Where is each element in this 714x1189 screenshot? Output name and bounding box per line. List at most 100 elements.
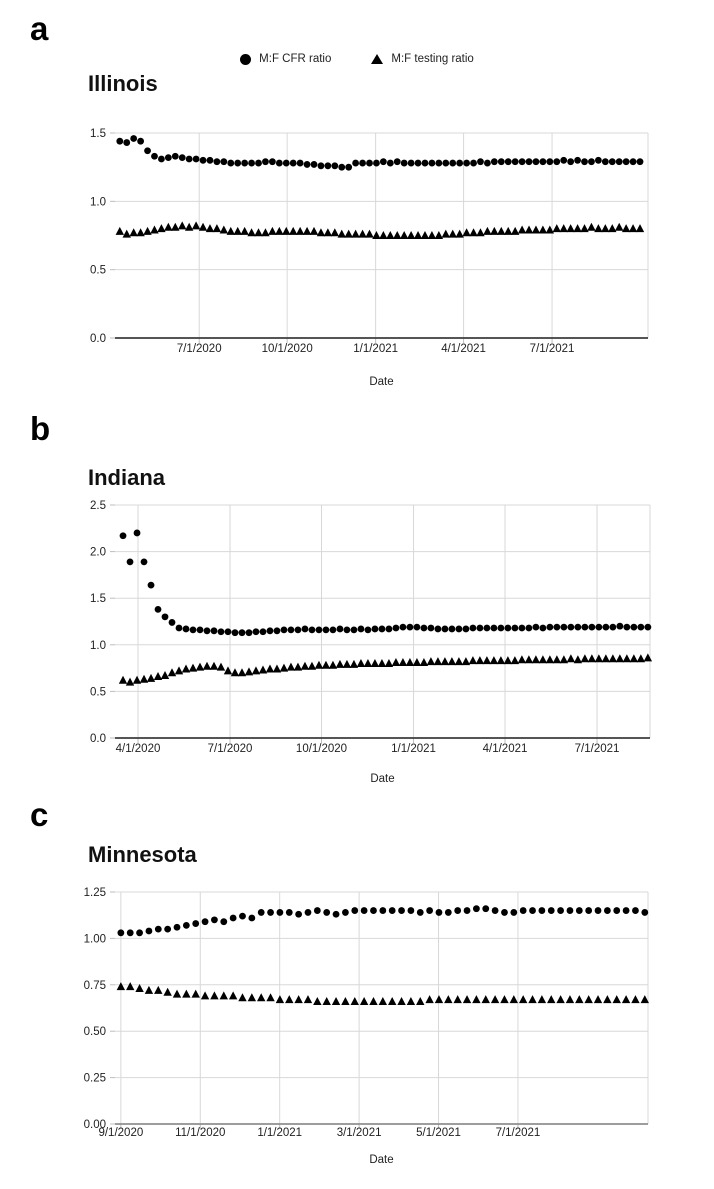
data-point-circle <box>511 624 519 632</box>
data-point-circle <box>248 159 255 167</box>
y-tick-label: 1.0 <box>90 196 106 208</box>
data-point-triangle <box>453 995 462 1004</box>
data-point-triangle <box>219 991 228 1000</box>
data-point-triangle <box>601 654 611 663</box>
data-point-triangle <box>635 224 645 233</box>
x-tick-label: 4/1/2021 <box>483 743 528 755</box>
data-point-triangle <box>552 224 561 233</box>
data-point-circle <box>201 918 209 926</box>
data-point-circle <box>259 628 267 636</box>
data-point-circle <box>603 907 611 914</box>
data-point-triangle <box>601 224 610 233</box>
data-point-triangle <box>237 668 247 677</box>
data-point-triangle <box>188 663 198 672</box>
data-point-triangle <box>251 666 261 675</box>
data-point-triangle <box>413 231 423 239</box>
data-point-triangle <box>420 231 430 239</box>
data-point-circle <box>350 626 358 634</box>
data-point-triangle <box>469 228 478 237</box>
data-point-triangle <box>331 997 341 1006</box>
legend-item-cfr: M:F CFR ratio <box>240 53 331 65</box>
data-point-circle <box>398 907 405 914</box>
data-point-circle <box>615 158 623 166</box>
data-point-circle <box>351 907 359 914</box>
data-point-circle <box>360 907 368 914</box>
data-point-triangle <box>594 654 604 663</box>
data-point-circle <box>303 161 311 168</box>
data-point-triangle <box>182 989 191 998</box>
data-point-triangle <box>379 231 388 239</box>
data-point-circle <box>435 159 443 167</box>
data-point-circle <box>164 925 172 933</box>
data-point-circle <box>636 158 644 166</box>
data-point-triangle <box>205 224 215 233</box>
data-point-triangle <box>643 653 653 662</box>
data-point-circle <box>518 624 526 632</box>
data-point-circle <box>366 159 373 167</box>
data-point-circle <box>585 907 593 914</box>
data-point-triangle <box>524 655 534 664</box>
data-point-triangle <box>462 228 471 237</box>
data-point-triangle <box>258 665 268 674</box>
x-tick-label: 7/1/2021 <box>575 743 620 755</box>
data-point-circle <box>560 623 568 631</box>
data-point-triangle <box>349 659 359 668</box>
data-point-triangle <box>377 658 387 667</box>
data-point-circle <box>609 623 617 631</box>
data-point-circle <box>255 159 262 167</box>
data-point-circle <box>315 626 323 634</box>
data-point-circle <box>296 159 304 167</box>
data-point-circle <box>539 158 547 166</box>
data-point-circle <box>275 159 283 167</box>
x-tick-label: 4/1/2020 <box>116 743 161 755</box>
data-point-triangle <box>178 221 187 230</box>
data-point-triangle <box>174 666 184 675</box>
data-point-circle <box>407 159 415 167</box>
data-point-circle <box>484 159 491 167</box>
data-point-circle <box>126 929 134 937</box>
data-point-circle <box>567 623 575 631</box>
data-point-circle <box>304 909 312 916</box>
data-point-triangle <box>461 657 471 666</box>
data-point-triangle <box>303 995 313 1004</box>
data-point-triangle <box>244 667 254 676</box>
data-point-circle <box>463 907 471 914</box>
data-point-triangle <box>282 226 291 235</box>
data-point-circle <box>435 909 443 916</box>
data-point-triangle <box>350 997 359 1006</box>
data-point-triangle <box>150 225 159 234</box>
data-point-triangle <box>397 997 406 1006</box>
data-point-triangle <box>538 225 548 234</box>
data-point-circle <box>192 155 200 163</box>
data-point-triangle <box>132 675 142 684</box>
data-point-circle <box>538 907 546 914</box>
data-point-triangle <box>468 656 478 665</box>
data-point-circle <box>416 909 424 916</box>
x-axis-title: Date <box>370 773 394 785</box>
data-point-circle <box>525 624 533 632</box>
data-point-triangle <box>359 997 369 1006</box>
data-point-triangle <box>153 671 163 680</box>
data-point-circle <box>229 914 237 922</box>
data-point-circle <box>359 159 366 167</box>
data-point-triangle <box>405 658 415 667</box>
data-point-circle <box>241 159 249 167</box>
data-point-circle <box>199 156 207 164</box>
panel-letter-c: c <box>30 796 49 833</box>
data-point-triangle <box>608 654 618 663</box>
data-point-triangle <box>125 677 135 686</box>
data-point-circle <box>608 158 616 166</box>
data-point-triangle <box>482 656 492 665</box>
data-point-triangle <box>573 655 583 664</box>
x-tick-label: 1/1/2021 <box>257 1127 302 1139</box>
data-point-triangle <box>587 222 596 231</box>
data-point-triangle <box>517 655 527 664</box>
legend-label-testing: M:F testing ratio <box>391 53 474 65</box>
data-point-triangle <box>444 995 453 1004</box>
x-tick-label: 9/1/2020 <box>98 1127 143 1139</box>
data-point-circle <box>518 158 526 166</box>
x-axis-title: Date <box>369 1154 393 1166</box>
data-point-triangle <box>441 229 450 238</box>
data-point-triangle <box>524 225 534 234</box>
data-point-triangle <box>559 655 569 664</box>
